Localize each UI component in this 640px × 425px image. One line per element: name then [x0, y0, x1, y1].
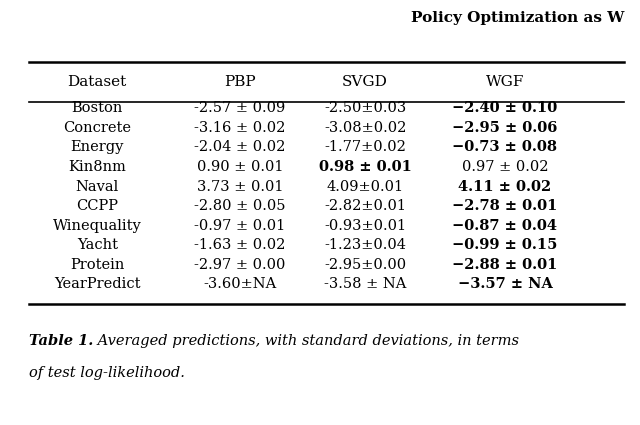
Text: −0.73 ± 0.08: −0.73 ± 0.08 [452, 141, 557, 154]
Text: SVGD: SVGD [342, 75, 388, 89]
Text: Dataset: Dataset [68, 75, 127, 89]
Text: CCPP: CCPP [76, 199, 118, 213]
Text: -3.08±0.02: -3.08±0.02 [324, 121, 406, 135]
Text: 3.73 ± 0.01: 3.73 ± 0.01 [197, 180, 284, 193]
Text: Table 1.: Table 1. [29, 334, 93, 348]
Text: 0.98 ± 0.01: 0.98 ± 0.01 [319, 160, 412, 174]
Text: -3.60±NA: -3.60±NA [204, 278, 276, 291]
Text: −2.88 ± 0.01: −2.88 ± 0.01 [452, 258, 557, 272]
Text: of test log-likelihood.: of test log-likelihood. [29, 366, 185, 380]
Text: -2.82±0.01: -2.82±0.01 [324, 199, 406, 213]
Text: −3.57 ± NA: −3.57 ± NA [458, 278, 552, 291]
Text: 0.90 ± 0.01: 0.90 ± 0.01 [197, 160, 284, 174]
Text: YearPredict: YearPredict [54, 278, 141, 291]
Text: 4.09±0.01: 4.09±0.01 [326, 180, 404, 193]
Text: −2.78 ± 0.01: −2.78 ± 0.01 [452, 199, 557, 213]
Text: Yacht: Yacht [77, 238, 118, 252]
Text: 0.97 ± 0.02: 0.97 ± 0.02 [461, 160, 548, 174]
Text: Averaged predictions, with standard deviations, in terms: Averaged predictions, with standard devi… [93, 334, 519, 348]
Text: -2.80 ± 0.05: -2.80 ± 0.05 [195, 199, 286, 213]
Text: Energy: Energy [70, 141, 124, 154]
Text: −2.95 ± 0.06: −2.95 ± 0.06 [452, 121, 557, 135]
Text: −0.99 ± 0.15: −0.99 ± 0.15 [452, 238, 557, 252]
Text: -1.63 ± 0.02: -1.63 ± 0.02 [195, 238, 286, 252]
Text: −2.40 ± 0.10: −2.40 ± 0.10 [452, 102, 557, 115]
Text: WGF: WGF [486, 75, 524, 89]
Text: Policy Optimization as W: Policy Optimization as W [411, 11, 624, 25]
Text: -2.97 ± 0.00: -2.97 ± 0.00 [195, 258, 286, 272]
Text: Concrete: Concrete [63, 121, 131, 135]
Text: Boston: Boston [72, 102, 123, 115]
Text: -2.95±0.00: -2.95±0.00 [324, 258, 406, 272]
Text: -2.04 ± 0.02: -2.04 ± 0.02 [195, 141, 286, 154]
Text: -3.16 ± 0.02: -3.16 ± 0.02 [195, 121, 286, 135]
Text: -1.77±0.02: -1.77±0.02 [324, 141, 406, 154]
Text: -1.23±0.04: -1.23±0.04 [324, 238, 406, 252]
Text: Naval: Naval [76, 180, 119, 193]
Text: Protein: Protein [70, 258, 124, 272]
Text: -0.93±0.01: -0.93±0.01 [324, 219, 406, 232]
Text: -2.57 ± 0.09: -2.57 ± 0.09 [195, 102, 285, 115]
Text: Winequality: Winequality [53, 219, 141, 232]
Text: Kin8nm: Kin8nm [68, 160, 126, 174]
Text: 4.11 ± 0.02: 4.11 ± 0.02 [458, 180, 552, 193]
Text: −0.87 ± 0.04: −0.87 ± 0.04 [452, 219, 557, 232]
Text: -0.97 ± 0.01: -0.97 ± 0.01 [195, 219, 285, 232]
Text: PBP: PBP [224, 75, 256, 89]
Text: -2.50±0.03: -2.50±0.03 [324, 102, 406, 115]
Text: -3.58 ± NA: -3.58 ± NA [324, 278, 406, 291]
